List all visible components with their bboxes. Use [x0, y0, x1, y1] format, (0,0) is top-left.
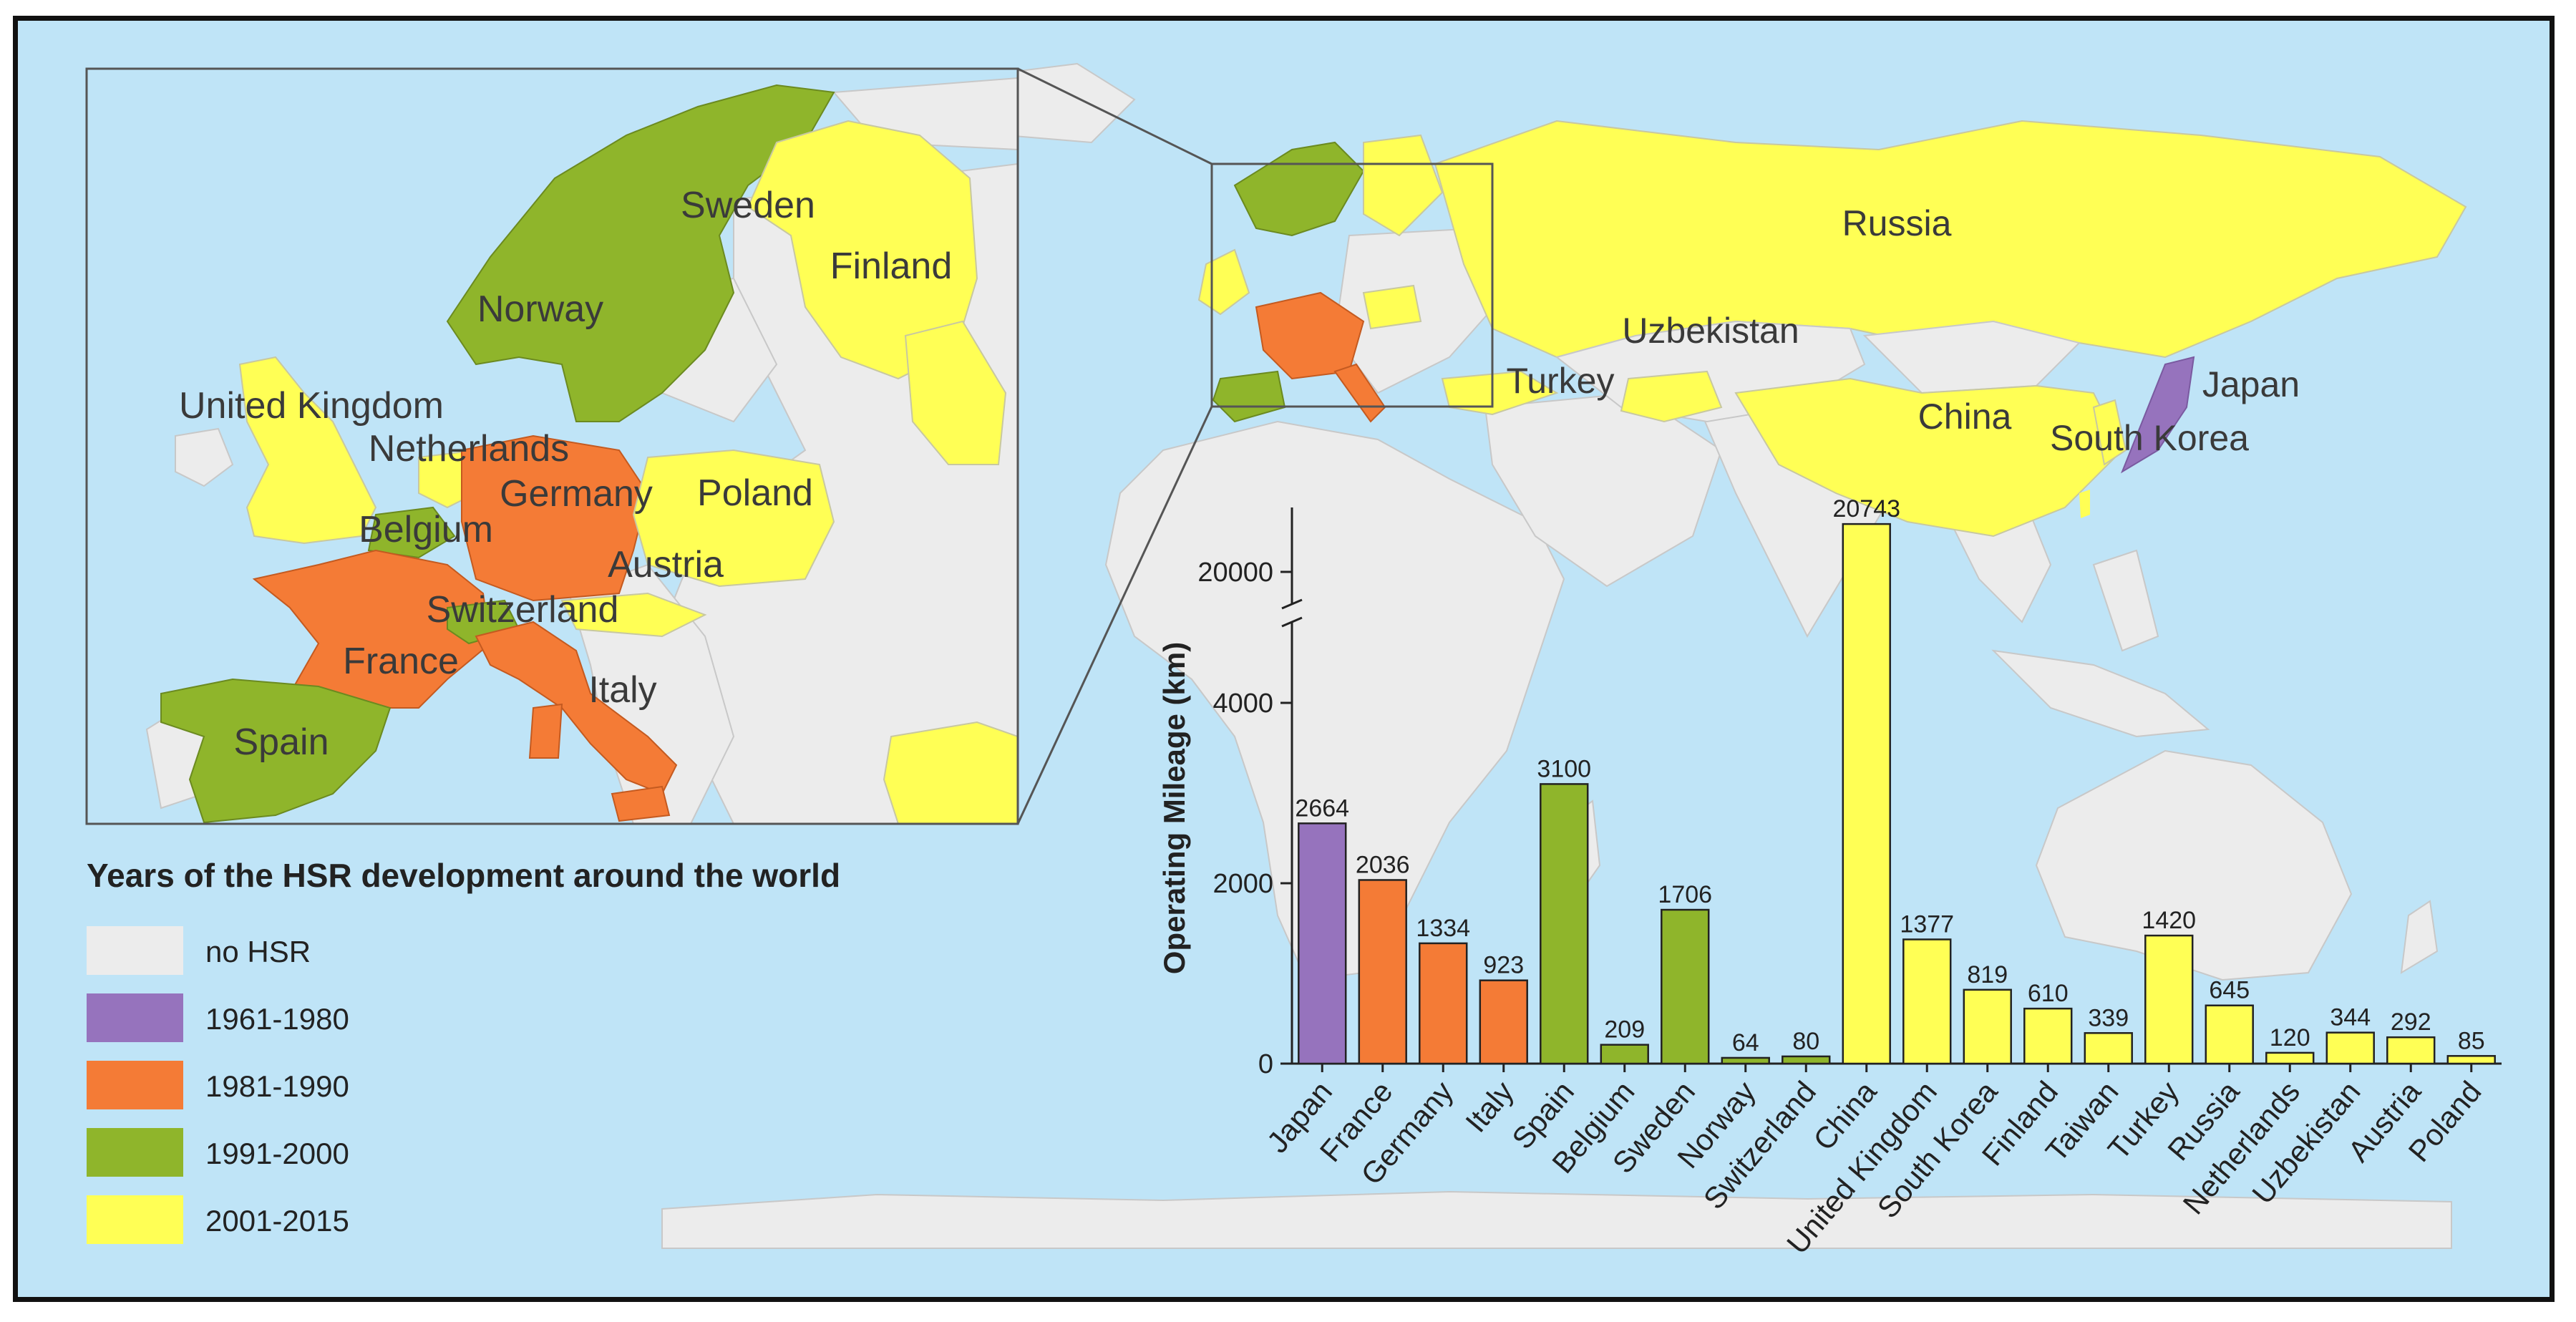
europe-zoom-box — [1016, 67, 1494, 825]
legend-label-4: 2001-2015 — [205, 1204, 349, 1238]
label-spain: Spain — [234, 721, 329, 763]
y-tick-label-3: 20000 — [1197, 558, 1273, 588]
value-label-5: 209 — [1604, 1016, 1645, 1044]
legend-label-3: 1991-2000 — [205, 1137, 349, 1170]
legend-swatch-1 — [87, 993, 183, 1042]
label-france: France — [343, 641, 459, 682]
value-label-11: 819 — [1967, 961, 2008, 988]
bar-norway — [1721, 1056, 1770, 1065]
world-map — [661, 62, 2467, 1249]
bar-turkey — [2144, 934, 2194, 1065]
label-russia: Russia — [1842, 203, 1952, 243]
value-label-16: 120 — [2270, 1024, 2310, 1051]
bar-belgium — [1600, 1044, 1649, 1065]
value-label-19: 85 — [2458, 1027, 2485, 1054]
label-uzbekistan: Uzbekistan — [1622, 311, 1799, 351]
label-south-korea: South Korea — [2050, 418, 2249, 458]
bar-netherlands — [2265, 1051, 2315, 1065]
bar-uzbekistan — [2325, 1031, 2375, 1065]
legend-label-0: no HSR — [205, 935, 311, 968]
value-label-7: 64 — [1732, 1029, 1759, 1056]
bar-united-kingdom — [1902, 938, 1952, 1065]
legend-swatch-2 — [87, 1061, 183, 1109]
hsr-figure: Russia Uzbekistan Turkey China Japan Sou… — [85, 62, 2502, 1260]
value-label-13: 339 — [2088, 1004, 2129, 1031]
bar-japan — [1298, 822, 1347, 1065]
bar-sweden — [1661, 908, 1710, 1065]
label-norway: Norway — [477, 288, 603, 330]
figure-frame: Russia Uzbekistan Turkey China Japan Sou… — [13, 16, 2555, 1302]
chart-bars — [1298, 523, 2496, 1065]
legend: Years of the HSR development around the … — [87, 857, 840, 1244]
label-sweden: Sweden — [681, 185, 815, 226]
value-label-10: 1377 — [1900, 910, 1954, 938]
bar-poland — [2446, 1055, 2496, 1065]
bar-germany — [1419, 942, 1468, 1065]
value-label-3: 923 — [1483, 952, 1524, 979]
value-label-1: 2036 — [1356, 851, 1410, 878]
chart-axes: 0 2000 4000 20000 — [1197, 507, 2502, 1079]
legend-swatch-3 — [87, 1128, 183, 1177]
value-label-2: 1334 — [1416, 915, 1470, 942]
label-belgium: Belgium — [359, 509, 493, 550]
europe-inset: Sweden Finland Norway United Kingdom Net… — [85, 67, 1019, 825]
label-china: China — [1918, 397, 2012, 437]
legend-title: Years of the HSR development around the … — [87, 857, 840, 894]
y-tick-label-1: 2000 — [1212, 869, 1273, 899]
label-finland: Finland — [830, 246, 953, 287]
bar-italy — [1479, 979, 1528, 1065]
y-tick-label-0: 0 — [1258, 1049, 1273, 1079]
label-japan: Japan — [2202, 364, 2300, 404]
legend-label-2: 1981-1990 — [205, 1069, 349, 1103]
value-label-18: 292 — [2391, 1008, 2431, 1036]
value-label-9: 20743 — [1832, 495, 1900, 523]
label-italy: Italy — [588, 669, 656, 711]
label-germany: Germany — [500, 473, 653, 515]
value-label-15: 645 — [2209, 977, 2250, 1004]
value-label-4: 3100 — [1537, 755, 1591, 782]
bar-south-korea — [1963, 988, 2012, 1065]
label-united-kingdom: United Kingdom — [179, 385, 444, 427]
value-label-8: 80 — [1792, 1028, 1819, 1055]
bar-austria — [2386, 1036, 2436, 1065]
inset-labels: Sweden Finland Norway United Kingdom Net… — [179, 185, 952, 763]
label-netherlands: Netherlands — [369, 428, 569, 470]
bar-finland — [2023, 1007, 2073, 1065]
label-switzerland: Switzerland — [427, 589, 619, 631]
legend-swatch-4 — [87, 1195, 183, 1244]
label-poland: Poland — [697, 472, 813, 514]
world-map-labels: Russia Uzbekistan Turkey China Japan Sou… — [1507, 203, 2300, 458]
bar-switzerland — [1782, 1055, 1831, 1065]
bar-spain — [1540, 783, 1589, 1065]
bar-france — [1358, 879, 1407, 1065]
value-label-14: 1420 — [2142, 907, 2196, 934]
label-turkey: Turkey — [1507, 361, 1615, 401]
bar-taiwan — [2084, 1032, 2133, 1065]
value-label-12: 610 — [2028, 980, 2069, 1007]
value-label-17: 344 — [2330, 1004, 2371, 1031]
legend-label-1: 1961-1980 — [205, 1002, 349, 1036]
bar-china — [1842, 523, 1891, 1065]
bar-russia — [2205, 1004, 2254, 1065]
value-label-6: 1706 — [1658, 881, 1712, 908]
value-label-0: 2664 — [1295, 794, 1349, 822]
legend-swatch-0 — [87, 926, 183, 975]
y-axis-label: Operating Mileage (km) — [1157, 642, 1191, 974]
label-austria: Austria — [608, 544, 724, 585]
y-tick-label-2: 4000 — [1212, 689, 1273, 719]
